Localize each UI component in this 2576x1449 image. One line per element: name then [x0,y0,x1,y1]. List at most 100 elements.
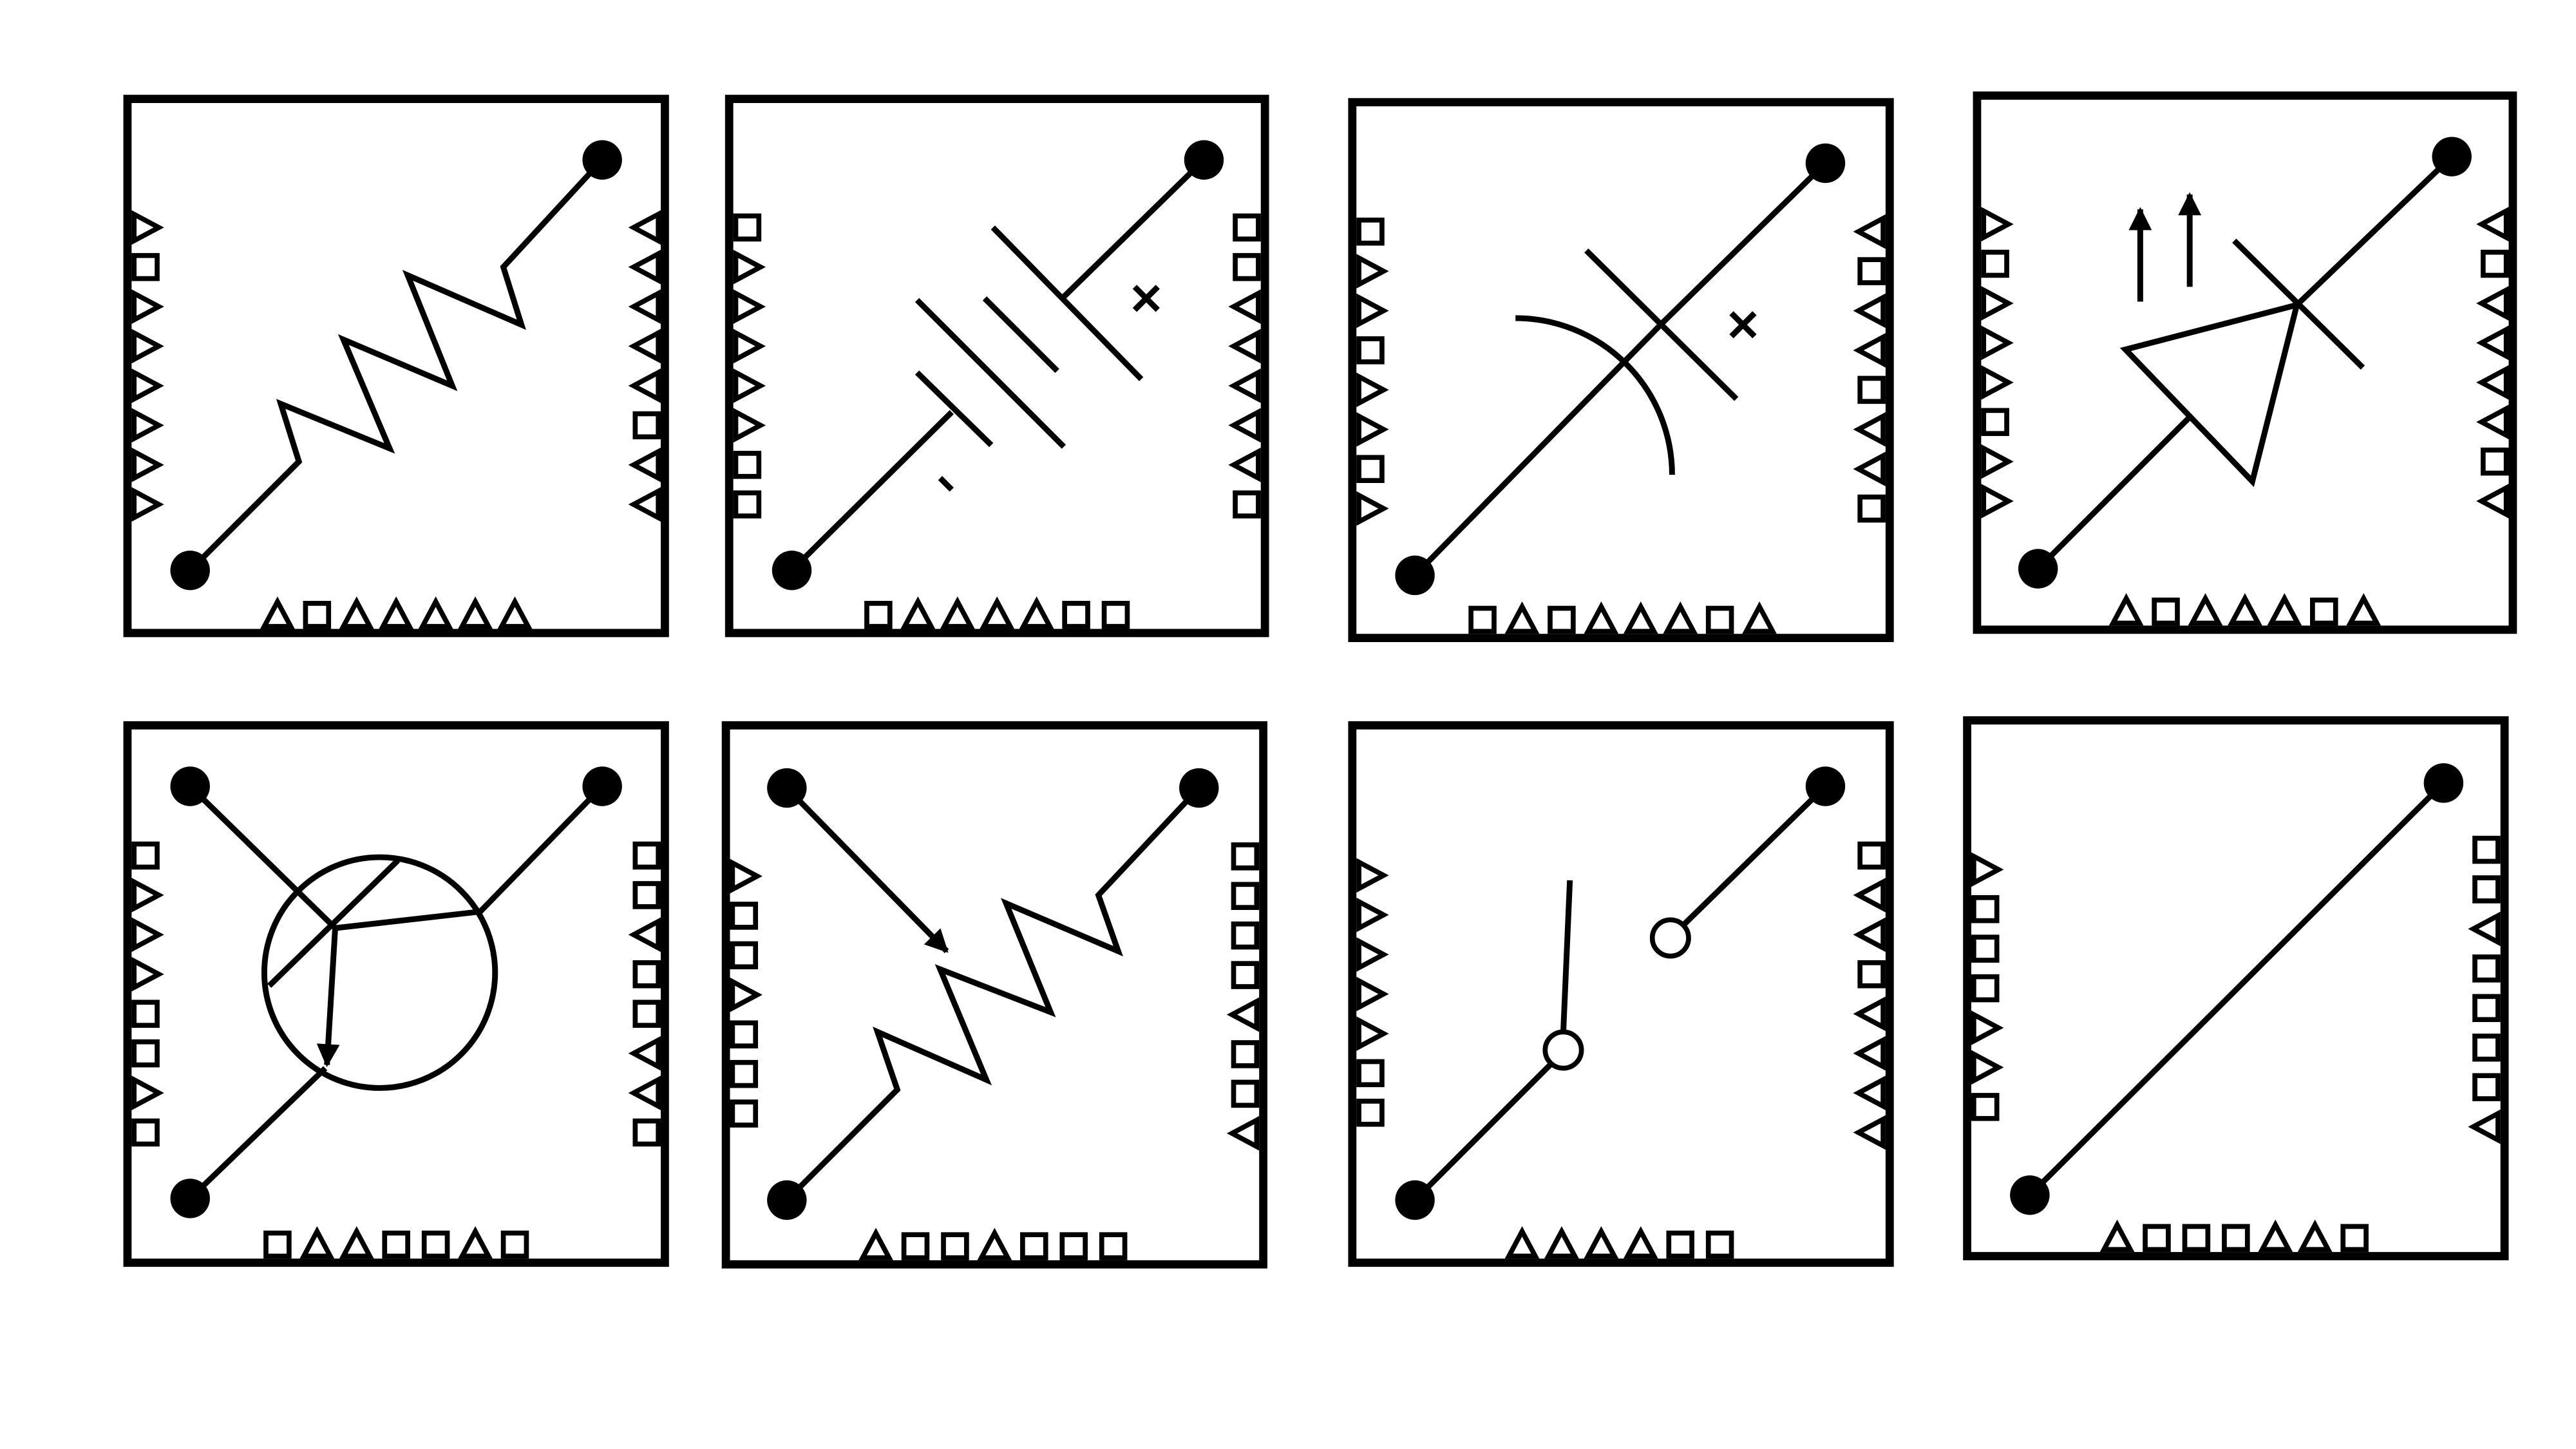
edge-triangle [628,917,661,952]
edge-square [2472,994,2501,1023]
edge-triangle [2476,286,2509,321]
edge-square [131,999,160,1028]
edge-square [131,252,160,281]
edge-square [1356,217,1385,246]
edge-square [901,1232,930,1260]
edge-triangle [1981,444,2014,479]
edge-square [1059,1232,1088,1260]
edge-triangle [628,1036,661,1071]
edge-triangle [1981,286,2014,321]
edge-triangle [730,977,762,1012]
edge-square [730,1059,759,1088]
wire [1660,161,1828,325]
wire [1584,248,1739,401]
potentiometer-tile [721,721,1268,1269]
wire [914,370,994,448]
edge-triangle [628,487,661,522]
diode-body [2119,301,2301,488]
edge-square [632,999,661,1028]
edge-triangle [1356,937,1389,972]
edge-triangle [1226,997,1260,1032]
wire [188,1066,328,1201]
edge-triangle [131,447,164,482]
edge-square [1705,605,1734,634]
led-tile [1973,91,2517,634]
edge-triangle [497,596,533,629]
edge-square [2152,597,2180,626]
edge-triangle [628,249,661,285]
edge-square [2472,1073,2501,1101]
edge-triangle [1356,372,1389,408]
edge-square [2480,249,2509,278]
wire [938,476,954,492]
edge-square [1233,213,1261,242]
terminal [1805,766,1846,806]
edge-square [1981,408,2009,437]
edge-triangle [628,328,661,364]
edge-square [632,960,661,989]
terminal [1805,143,1846,184]
edge-triangle [1228,408,1261,443]
terminal [2010,1175,2050,1215]
tile-frame [1973,91,2517,634]
wire-tile [1963,716,2509,1260]
edge-triangle [2258,1219,2293,1253]
edge-triangle [1853,1115,1886,1150]
edge-triangle [733,289,766,324]
tile-frame [721,721,1268,1269]
wire [1132,285,1160,312]
edge-triangle [2476,404,2509,440]
edge-square [131,1118,160,1147]
edge-triangle [1853,878,1886,913]
edge-triangle [339,1226,374,1259]
edge-triangle [733,408,766,443]
terminal [170,766,210,806]
edge-triangle [131,368,164,403]
edge-triangle [131,956,164,992]
wire [267,858,400,988]
edge-triangle [458,1226,493,1259]
edge-square [1231,961,1260,989]
terminal [2432,137,2472,176]
wire [784,786,949,954]
edge-triangle [1356,412,1389,447]
edge-square [1101,601,1130,629]
wire [334,784,605,931]
edge-triangle [733,249,766,285]
edge-square [1705,1230,1734,1259]
edge-square [632,841,661,870]
edge-square [1857,960,1886,989]
terminal [767,768,807,808]
edge-triangle [1853,214,1886,249]
edge-triangle [2476,484,2509,519]
contact [1649,917,1691,959]
edge-triangle [628,210,661,245]
edge-triangle [1853,412,1886,447]
edge-triangle [733,368,766,403]
wire [990,225,1144,381]
edge-triangle [1623,601,1658,634]
capacitor-tile [1348,98,1894,643]
edge-triangle [379,596,414,629]
edge-triangle [977,1227,1012,1260]
battery-tile [724,95,1269,638]
terminal [1395,1180,1435,1220]
edge-triangle [2346,593,2382,626]
wire [2027,781,2446,1197]
edge-square [2143,1224,2171,1253]
edge-triangle [1228,368,1261,403]
edge-square [1857,841,1886,870]
edge-square [632,411,661,440]
edge-square [730,1020,759,1048]
edge-square [1233,490,1261,519]
edge-triangle [2099,1219,2135,1253]
edge-triangle [1853,1075,1886,1110]
edge-triangle [1853,451,1886,487]
edge-triangle [628,289,661,324]
edge-triangle [1356,976,1389,1012]
edge-triangle [2188,593,2223,626]
edge-square [1231,921,1260,950]
edge-square [1971,934,2000,963]
edge-triangle [1356,858,1389,893]
